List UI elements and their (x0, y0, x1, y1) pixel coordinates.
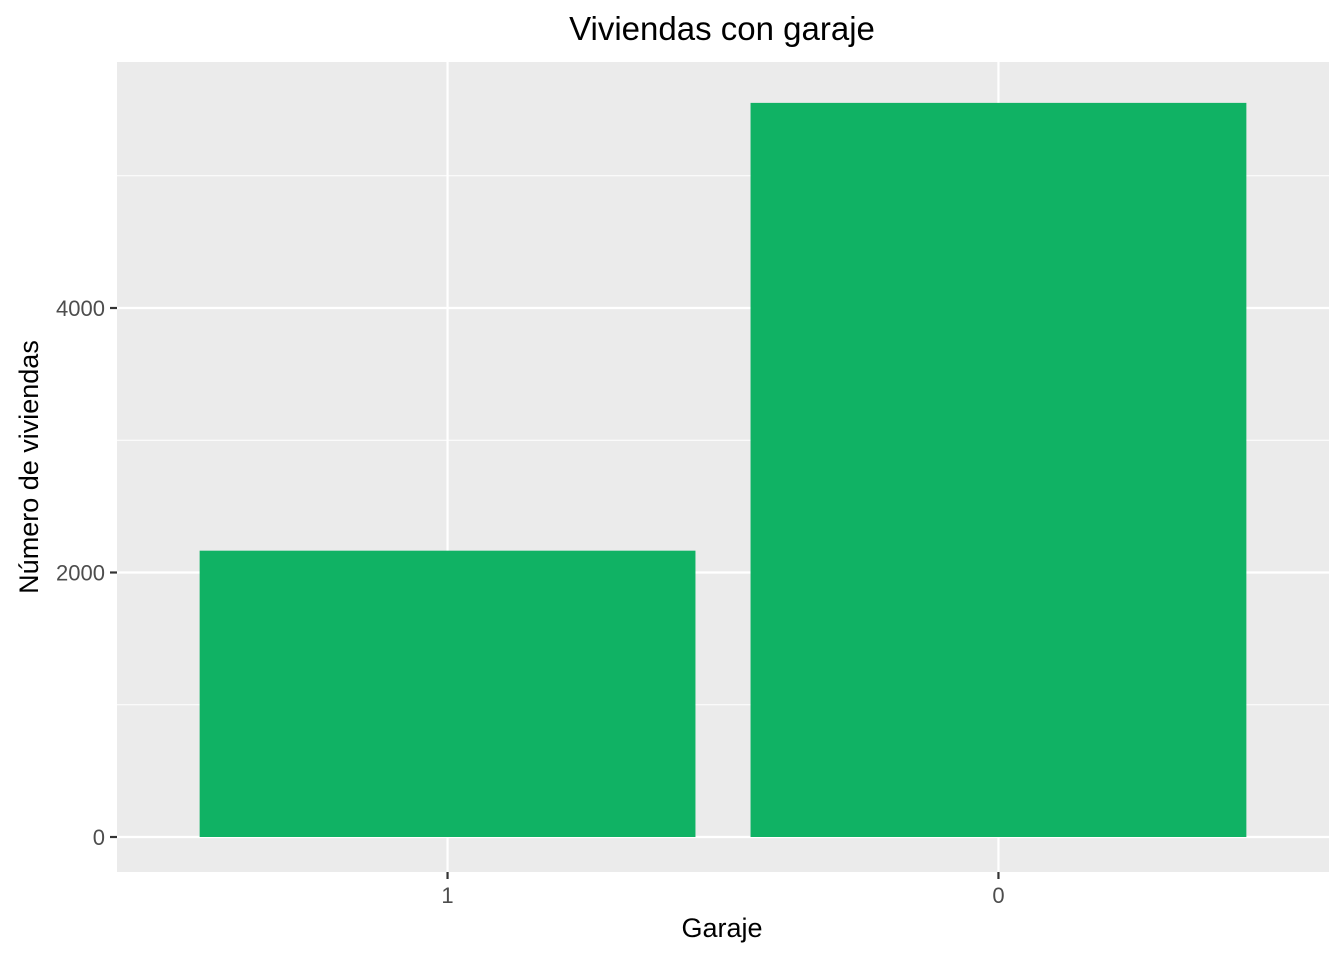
x-tick-label: 1 (441, 883, 453, 908)
bars (199, 102, 1247, 837)
chart-title: Viviendas con garaje (569, 10, 875, 47)
bar-1 (199, 550, 696, 837)
y-axis-title: Número de viviendas (14, 340, 44, 594)
bar-0 (750, 102, 1247, 837)
y-tick-label: 2000 (56, 561, 105, 586)
x-tick-label: 0 (992, 883, 1004, 908)
y-tick-label: 0 (93, 825, 105, 850)
y-tick-label: 4000 (56, 296, 105, 321)
x-axis-title: Garaje (681, 913, 762, 943)
axes: 0 2000 4000 1 0 (56, 296, 1005, 908)
